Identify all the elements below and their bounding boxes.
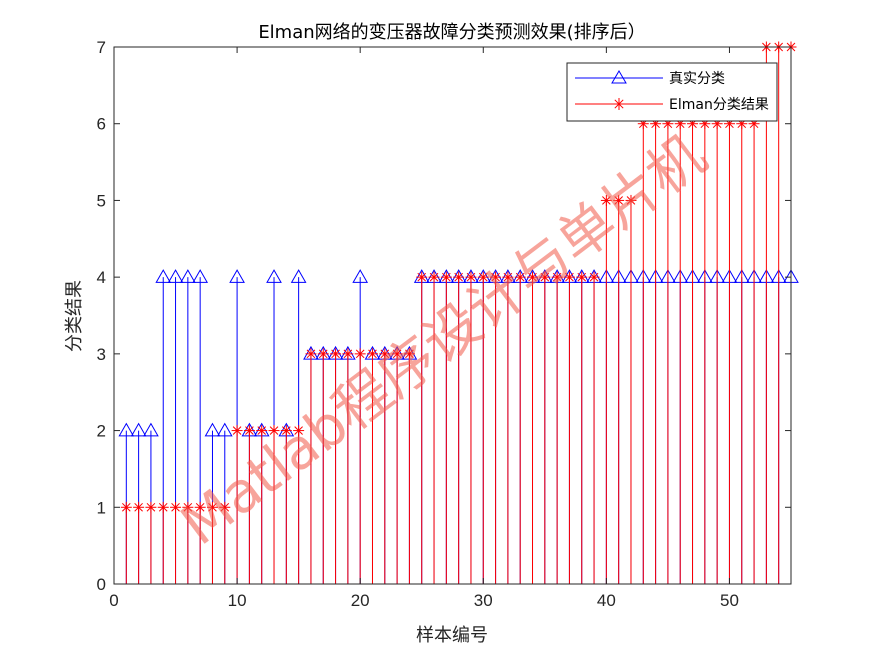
y-tick-label: 7	[97, 38, 106, 57]
asterisk-marker	[600, 194, 612, 206]
asterisk-marker	[330, 348, 342, 360]
asterisk-marker	[428, 271, 440, 283]
asterisk-marker	[354, 348, 366, 360]
triangle-marker	[118, 422, 135, 437]
y-axis-label: 分类结果	[64, 280, 85, 352]
asterisk-marker	[305, 348, 317, 360]
asterisk-marker	[231, 425, 243, 437]
y-tick-label: 2	[97, 422, 106, 441]
legend-label-pred: Elman分类结果	[669, 97, 769, 113]
triangle-marker	[167, 269, 184, 283]
triangle-marker	[352, 269, 369, 283]
triangle-marker	[290, 269, 307, 283]
asterisk-marker	[133, 501, 145, 513]
legend-marker-pred	[613, 98, 625, 110]
x-axis-label: 样本编号	[416, 625, 488, 646]
triangle-marker	[229, 269, 245, 283]
series-elman-result	[120, 41, 797, 584]
asterisk-marker	[625, 194, 637, 206]
legend-marker-true	[611, 70, 627, 84]
legend-box	[566, 62, 778, 122]
asterisk-marker	[157, 501, 169, 513]
watermark: Matlab程序设计与单片机	[170, 122, 719, 558]
triangle-marker	[192, 269, 209, 283]
x-tick-label: 30	[474, 591, 493, 610]
asterisk-marker	[379, 348, 391, 360]
asterisk-marker	[453, 271, 465, 283]
asterisk-marker	[145, 501, 157, 513]
y-tick-label: 1	[97, 498, 106, 517]
asterisk-marker	[490, 271, 502, 283]
asterisk-marker	[366, 348, 378, 360]
asterisk-marker	[613, 194, 625, 206]
x-tick-label: 40	[597, 591, 616, 610]
asterisk-marker	[551, 271, 563, 283]
triangle-marker	[266, 269, 282, 283]
y-tick-label: 6	[97, 115, 106, 134]
asterisk-marker	[465, 271, 477, 283]
legend-label-true: 真实分类	[669, 71, 725, 87]
asterisk-marker	[527, 271, 539, 283]
triangle-marker	[130, 422, 147, 437]
asterisk-marker	[317, 348, 329, 360]
y-tick-label: 0	[97, 575, 106, 594]
x-tick-label: 20	[351, 591, 370, 610]
asterisk-marker	[120, 501, 132, 513]
ticks-layer: 0 10 20 30 40 50 0 1 2 3 4 5 6 7	[97, 38, 791, 610]
asterisk-marker	[293, 425, 305, 437]
asterisk-marker	[576, 271, 588, 283]
asterisk-marker	[403, 348, 415, 360]
asterisk-marker	[502, 271, 514, 283]
triangle-marker	[155, 269, 172, 283]
triangle-marker	[216, 422, 233, 437]
asterisk-marker	[588, 271, 600, 283]
asterisk-marker	[206, 501, 218, 513]
legend: 真实分类 Elman分类结果	[566, 62, 778, 122]
stems-layer	[118, 41, 799, 584]
asterisk-marker	[280, 425, 292, 437]
asterisk-marker	[268, 425, 280, 437]
asterisk-marker	[256, 425, 268, 437]
asterisk-marker	[391, 348, 403, 360]
asterisk-marker	[342, 348, 354, 360]
asterisk-marker	[563, 271, 575, 283]
asterisk-marker	[194, 501, 206, 513]
asterisk-marker	[477, 271, 489, 283]
chart-title: Elman网络的变压器故障分类预测效果(排序后）	[258, 22, 645, 43]
y-tick-label: 3	[97, 345, 106, 364]
x-tick-label: 0	[109, 591, 118, 610]
asterisk-marker	[416, 271, 428, 283]
plot-area-frame	[113, 46, 792, 585]
asterisk-marker	[243, 425, 255, 437]
x-tick-label: 50	[720, 591, 739, 610]
asterisk-marker	[219, 501, 231, 513]
triangle-marker	[143, 422, 159, 437]
asterisk-marker	[539, 271, 551, 283]
x-tick-label: 10	[228, 591, 247, 610]
y-tick-label: 5	[97, 191, 106, 210]
asterisk-marker	[170, 501, 182, 513]
y-tick-label: 4	[97, 268, 106, 287]
asterisk-marker	[182, 501, 194, 513]
triangle-marker	[204, 422, 221, 437]
asterisk-marker	[514, 271, 526, 283]
asterisk-marker	[440, 271, 452, 283]
triangle-marker	[179, 269, 196, 283]
